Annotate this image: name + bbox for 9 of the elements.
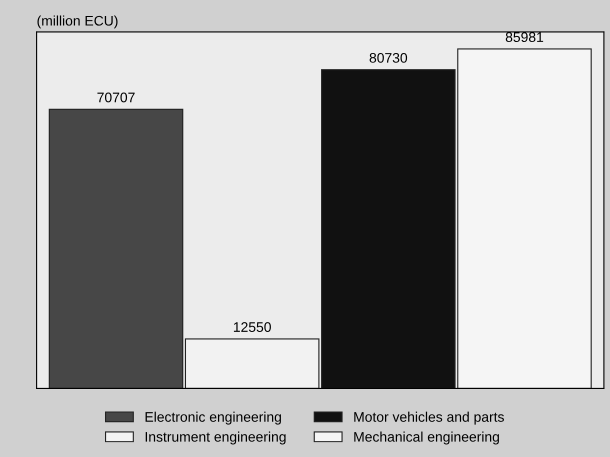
legend-label: Motor vehicles and parts (354, 412, 504, 425)
legend-label: Electronic engineering (146, 412, 281, 425)
data-label: 85981 (506, 32, 544, 42)
legend-label: Instrument engineering (146, 432, 286, 444)
data-label: 70707 (97, 92, 135, 102)
data-label: 12550 (234, 322, 271, 332)
legend-label: Mechanical engineering (354, 432, 499, 444)
data-label: 80730 (370, 52, 408, 63)
y-axis-title: (million ECU) (37, 15, 118, 28)
